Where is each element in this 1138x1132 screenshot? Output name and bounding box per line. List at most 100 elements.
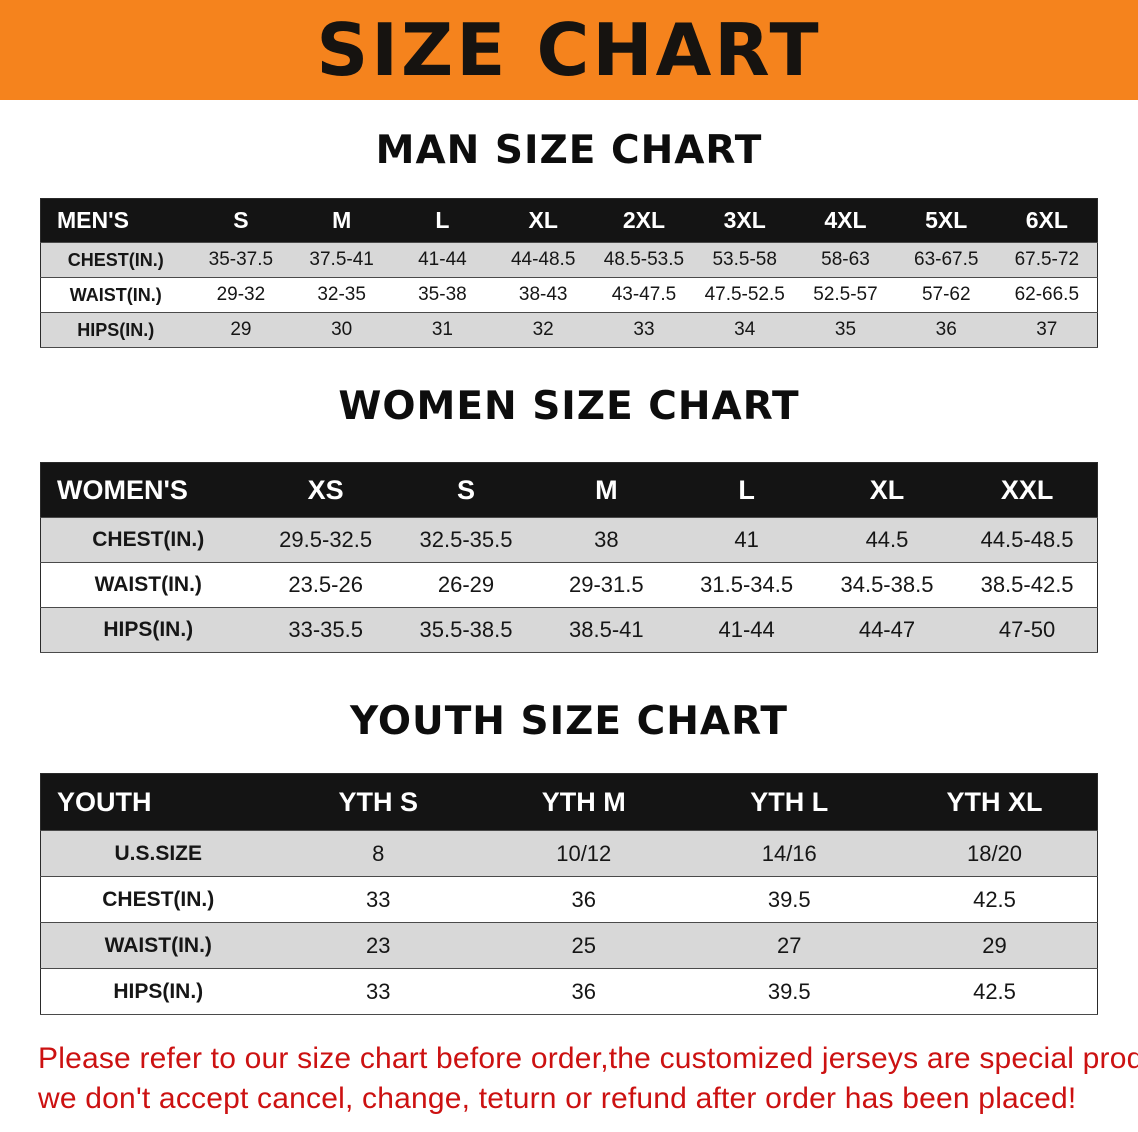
row-label: CHEST(IN.) bbox=[67, 249, 164, 270]
table-row: HIPS(IN.) 29 30 31 32 33 34 35 36 37 bbox=[40, 312, 1098, 348]
youth-size-table: YOUTH YTH S YTH M YTH L YTH XL U.S.SIZE 8 10/12… bbox=[40, 773, 1098, 1015]
youth-chart-heading: YOUTH SIZE CHART bbox=[350, 699, 788, 744]
size-column-header: YTH M bbox=[481, 773, 687, 831]
size-value-cell: 36 bbox=[935, 319, 957, 340]
size-column-header: XXL bbox=[957, 462, 1098, 518]
size-value-cell: 48.5-53.5 bbox=[603, 249, 685, 270]
size-value-cell: 37 bbox=[1036, 319, 1058, 340]
size-value-cell: 32-35 bbox=[317, 284, 366, 305]
row-label: CHEST(IN.) bbox=[102, 887, 215, 911]
size-value-cell: 23 bbox=[366, 932, 391, 958]
size-value-cell: 38.5-41 bbox=[569, 617, 644, 642]
size-column-header: 3XL bbox=[694, 198, 796, 243]
row-label: WAIST(IN.) bbox=[104, 933, 212, 957]
size-column-header: L bbox=[392, 198, 493, 243]
size-value-cell: 29-32 bbox=[216, 284, 266, 305]
size-value-cell: 39.5 bbox=[767, 886, 811, 912]
table-title-cell: WOMEN'S bbox=[40, 462, 256, 518]
size-value-cell: 35-37.5 bbox=[208, 249, 274, 270]
size-column-header: XL bbox=[492, 198, 594, 243]
size-value-cell: 33-35.5 bbox=[288, 617, 363, 642]
size-value-cell: 34.5-38.5 bbox=[840, 572, 934, 597]
size-value-cell: 62-66.5 bbox=[1014, 284, 1080, 305]
size-value-cell: 23.5-26 bbox=[288, 572, 363, 597]
table-header-row: MEN'S S M L XL 2XL 3XL 4XL 5XL 6XL bbox=[40, 198, 1098, 243]
table-title-cell: MEN'S bbox=[40, 198, 191, 243]
order-notice: Please refer to our size chart before or… bbox=[0, 1039, 1138, 1119]
size-value-cell: 67.5-72 bbox=[1014, 249, 1080, 270]
table-row: HIPS(IN.) 33 36 39.5 42.5 bbox=[40, 968, 1098, 1015]
row-label: HIPS(IN.) bbox=[77, 319, 155, 340]
size-value-cell: 47.5-52.5 bbox=[704, 284, 785, 305]
table-row: HIPS(IN.) 33-35.5 35.5-38.5 38.5-41 41-44 44-… bbox=[40, 607, 1098, 653]
notice-line-1: Please refer to our size chart before or… bbox=[38, 1042, 1138, 1075]
size-value-cell: 58-63 bbox=[821, 249, 870, 270]
notice-line-2: we don't accept cancel, change, teturn o… bbox=[38, 1082, 1077, 1115]
size-value-cell: 34 bbox=[734, 319, 756, 340]
size-column-header: YTH S bbox=[275, 773, 481, 831]
size-value-cell: 18/20 bbox=[966, 840, 1023, 866]
size-column-header: YTH XL bbox=[892, 773, 1098, 831]
table-row: CHEST(IN.) 33 36 39.5 42.5 bbox=[40, 876, 1098, 923]
table-row: CHEST(IN.) 35-37.5 37.5-41 41-44 44-48.5 48.5… bbox=[40, 242, 1098, 278]
size-value-cell: 30 bbox=[331, 319, 353, 340]
table-row: WAIST(IN.) 23.5-26 26-29 29-31.5 31.5-34.5 34… bbox=[40, 562, 1098, 608]
size-value-cell: 63-67.5 bbox=[914, 249, 979, 270]
banner-title: SIZE CHART bbox=[316, 8, 822, 92]
size-value-cell: 44-47 bbox=[858, 617, 916, 642]
size-column-header: S bbox=[190, 198, 292, 243]
size-column-header: M bbox=[291, 198, 393, 243]
size-value-cell: 36 bbox=[571, 978, 596, 1004]
size-value-cell: 52.5-57 bbox=[813, 284, 878, 305]
row-label: U.S.SIZE bbox=[114, 841, 203, 865]
size-value-cell: 32.5-35.5 bbox=[419, 527, 513, 552]
size-column-header: XL bbox=[816, 462, 958, 518]
size-value-cell: 44-48.5 bbox=[510, 249, 576, 270]
size-column-header: 5XL bbox=[895, 198, 997, 243]
size-column-header: L bbox=[676, 462, 817, 518]
size-value-cell: 35 bbox=[834, 319, 857, 340]
size-value-cell: 25 bbox=[571, 932, 596, 958]
size-value-cell: 29 bbox=[982, 932, 1007, 958]
size-value-cell: 14/16 bbox=[761, 840, 817, 866]
row-label: HIPS(IN.) bbox=[113, 979, 204, 1003]
size-value-cell: 27 bbox=[777, 932, 802, 958]
size-value-cell: 39.5 bbox=[767, 978, 811, 1004]
size-value-cell: 47-50 bbox=[998, 617, 1056, 642]
size-value-cell: 41 bbox=[734, 527, 759, 552]
size-value-cell: 32 bbox=[532, 319, 554, 340]
size-value-cell: 41-44 bbox=[418, 249, 467, 270]
size-value-cell: 44.5-48.5 bbox=[980, 527, 1074, 552]
size-column-header: 6XL bbox=[996, 198, 1098, 243]
row-label: HIPS(IN.) bbox=[103, 618, 194, 641]
women-chart-heading: WOMEN SIZE CHART bbox=[338, 384, 800, 429]
size-column-header: S bbox=[395, 462, 537, 518]
table-title-cell: YOUTH bbox=[40, 773, 276, 831]
row-label: WAIST(IN.) bbox=[94, 573, 202, 596]
size-value-cell: 37.5-41 bbox=[309, 249, 374, 270]
size-value-cell: 57-62 bbox=[921, 284, 971, 305]
size-value-cell: 31 bbox=[431, 319, 453, 340]
size-value-cell: 53.5-58 bbox=[712, 249, 777, 270]
banner: SIZE CHART bbox=[0, 0, 1138, 100]
size-value-cell: 33 bbox=[633, 319, 655, 340]
size-column-header: M bbox=[536, 462, 677, 518]
size-column-header: 4XL bbox=[795, 198, 896, 243]
table-header-row: WOMEN'S XS S M L XL XXL bbox=[40, 462, 1098, 518]
size-value-cell: 8 bbox=[372, 840, 385, 866]
table-row: CHEST(IN.) 29.5-32.5 32.5-35.5 38 41 44.5 44.5… bbox=[40, 517, 1098, 563]
men-size-table: MEN'S S M L XL 2XL 3XL 4XL 5XL 6XL CHEST(IN.) 35-37… bbox=[40, 198, 1098, 348]
size-value-cell: 33 bbox=[366, 978, 391, 1004]
size-value-cell: 38.5-42.5 bbox=[980, 572, 1074, 597]
size-value-cell: 35-38 bbox=[418, 284, 467, 305]
size-column-header: XS bbox=[255, 462, 396, 518]
size-value-cell: 43-47.5 bbox=[611, 284, 677, 305]
size-value-cell: 31.5-34.5 bbox=[700, 572, 794, 597]
size-value-cell: 36 bbox=[571, 886, 596, 912]
size-column-header: 2XL bbox=[593, 198, 695, 243]
size-value-cell: 29.5-32.5 bbox=[279, 527, 373, 552]
size-value-cell: 33 bbox=[366, 886, 391, 912]
women-size-table: WOMEN'S XS S M L XL XXL CHEST(IN.) 29.5-32.5 32.5… bbox=[40, 462, 1098, 653]
size-value-cell: 29-31.5 bbox=[569, 572, 644, 597]
size-value-cell: 26-29 bbox=[437, 572, 495, 597]
